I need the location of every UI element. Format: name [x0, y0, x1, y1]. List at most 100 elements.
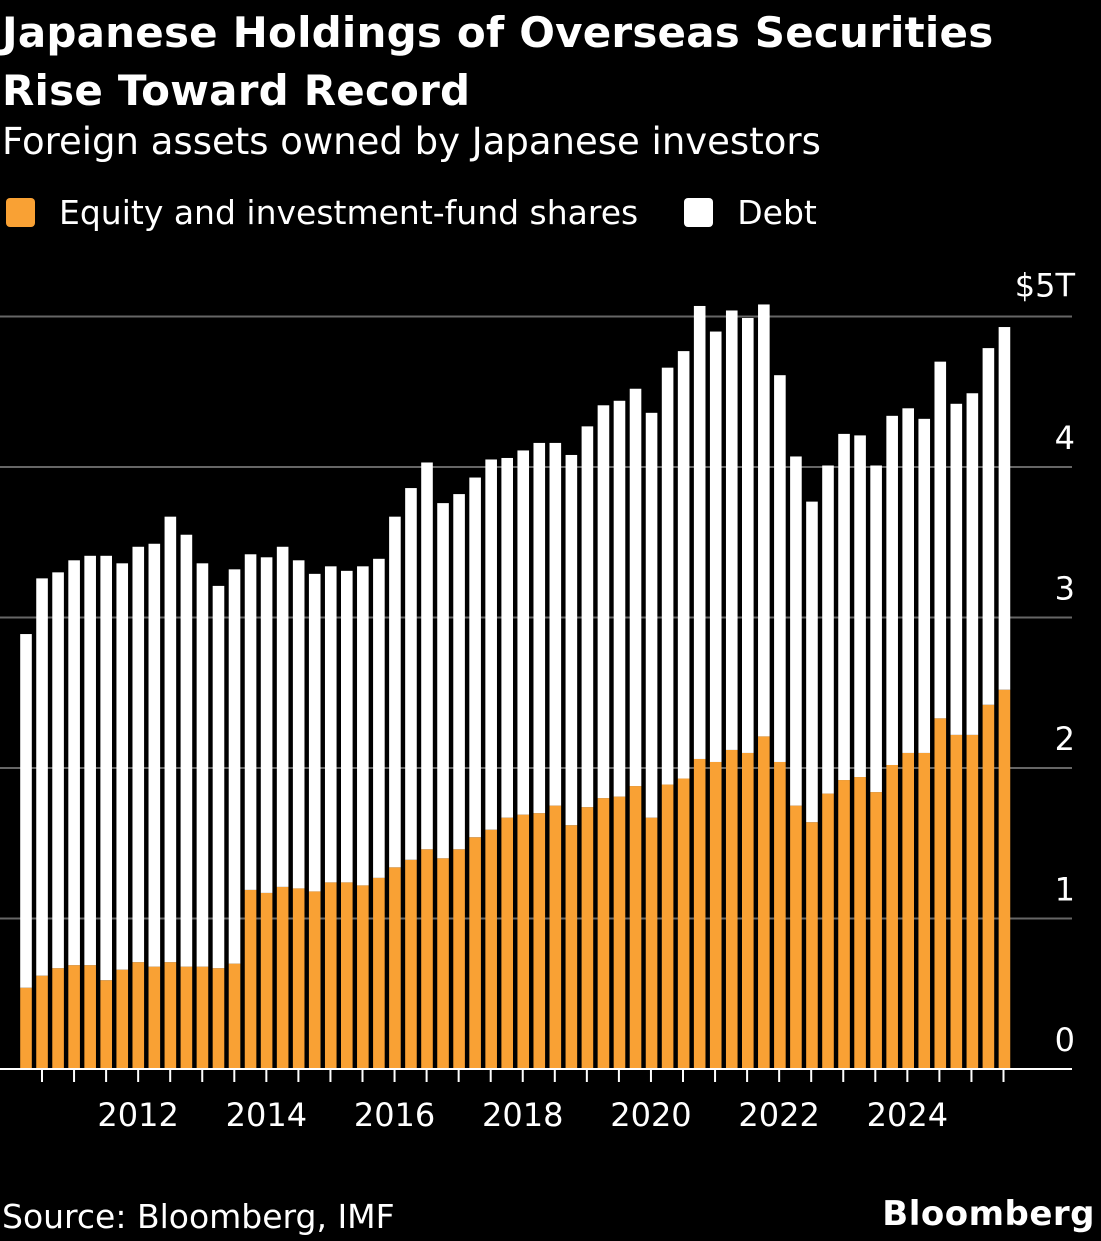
- bar-debt: [581, 426, 594, 808]
- bar-equity: [116, 969, 129, 1069]
- bar-debt: [982, 348, 995, 705]
- bar-debt: [228, 569, 241, 964]
- bar-debt: [212, 585, 225, 969]
- y-tick-label: 2: [1055, 720, 1075, 758]
- bar-debt: [20, 634, 32, 988]
- bar-debt: [742, 318, 754, 753]
- bar-debt: [565, 454, 578, 826]
- bar-equity: [260, 892, 273, 1069]
- bar-debt: [758, 304, 770, 737]
- bar-debt: [693, 305, 706, 759]
- bar-equity: [485, 829, 497, 1069]
- bar-equity: [822, 793, 834, 1069]
- bar-debt: [934, 361, 947, 719]
- bar-debt: [517, 450, 530, 815]
- bar-equity: [597, 798, 610, 1069]
- bar-debt: [68, 560, 80, 966]
- y-tick-label: $5T: [1015, 267, 1076, 305]
- source-note: Source: Bloomberg, IMF: [2, 1197, 395, 1236]
- legend: Equity and investment-fund shares Debt: [6, 190, 863, 234]
- bar-equity: [52, 968, 64, 1069]
- bar-debt: [629, 388, 642, 787]
- bar-debt: [276, 546, 289, 887]
- bar-equity: [806, 822, 818, 1069]
- bar-debt: [453, 494, 465, 850]
- bar-debt: [148, 543, 161, 967]
- bar-debt: [196, 563, 209, 967]
- bar-debt: [437, 503, 449, 859]
- bar-debt: [838, 433, 850, 781]
- bar-debt: [950, 403, 963, 735]
- bar-debt: [132, 546, 145, 963]
- bar-equity: [469, 837, 481, 1069]
- bar-equity: [902, 752, 914, 1069]
- bar-debt: [405, 488, 417, 860]
- bar-debt: [998, 327, 1011, 690]
- bar-debt: [116, 563, 129, 970]
- stacked-bar-chart: 0 1 2 3 4 $5T 2012 2014 2016 2018 2020 2022 2024: [0, 267, 1076, 1134]
- x-tick-label: 2024: [867, 1096, 948, 1134]
- bar-equity: [132, 962, 145, 1069]
- bar-equity: [645, 817, 658, 1069]
- bar-debt: [469, 477, 481, 838]
- bar-equity: [244, 889, 257, 1069]
- bar-debt: [180, 534, 193, 967]
- bar-debt: [677, 351, 690, 779]
- chart-subtitle: Foreign assets owned by Japanese investo…: [2, 120, 821, 163]
- bar-equity: [341, 882, 353, 1069]
- x-axis: 2012 2014 2016 2018 2020 2022 2024: [0, 1068, 1072, 1134]
- bar-equity: [758, 736, 770, 1069]
- bar-debt: [260, 557, 273, 893]
- bar-equity: [934, 718, 947, 1069]
- bar-equity: [533, 813, 546, 1069]
- bar-debt: [549, 442, 562, 806]
- bar-debt: [389, 516, 401, 868]
- legend-label-debt: Debt: [737, 192, 817, 232]
- bar-equity: [725, 749, 738, 1069]
- bar-equity: [918, 752, 931, 1069]
- bar-debt: [373, 558, 385, 878]
- bar-equity: [421, 849, 433, 1069]
- y-tick-label: 3: [1055, 570, 1075, 608]
- bar-equity: [68, 965, 80, 1069]
- bar-equity: [693, 758, 706, 1069]
- bar-debt: [421, 462, 433, 850]
- bar-equity: [517, 814, 530, 1069]
- bar-equity: [677, 778, 690, 1069]
- bar-debt: [918, 418, 931, 753]
- x-tick-label: 2012: [97, 1096, 178, 1134]
- bar-debt: [709, 331, 722, 762]
- bar-equity: [276, 886, 289, 1069]
- legend-item-equity: Equity and investment-fund shares: [6, 193, 638, 232]
- bar-debt: [100, 555, 112, 981]
- bar-debt: [52, 572, 64, 969]
- bar-debt: [501, 457, 513, 818]
- bar-equity: [308, 891, 321, 1069]
- bar-equity: [854, 777, 866, 1069]
- bar-equity: [84, 965, 96, 1069]
- legend-label-equity: Equity and investment-fund shares: [59, 192, 639, 232]
- legend-swatch-equity: [6, 197, 35, 227]
- bar-equity: [36, 975, 48, 1069]
- bar-debt: [774, 375, 786, 762]
- bar-equity: [501, 817, 513, 1069]
- bar-equity: [966, 734, 979, 1069]
- bar-debt: [164, 516, 177, 963]
- y-tick-label: 0: [1055, 1021, 1075, 1059]
- chart-title: Japanese Holdings of Overseas Securities…: [2, 8, 994, 115]
- bar-equity: [389, 867, 401, 1069]
- bar-debt: [854, 435, 866, 778]
- bar-equity: [982, 704, 995, 1069]
- bar-equity: [437, 858, 449, 1069]
- x-tick-label: 2022: [738, 1096, 819, 1134]
- x-tick-label: 2018: [482, 1096, 563, 1134]
- bar-equity: [453, 849, 465, 1069]
- bar-debt: [244, 554, 257, 890]
- bar-debt: [308, 573, 321, 892]
- bar-equity: [709, 761, 722, 1069]
- y-axis-tick-labels: 0 1 2 3 4 $5T: [1015, 267, 1076, 1060]
- bar-debt: [533, 442, 546, 814]
- bar-debt: [725, 310, 738, 750]
- bar-equity: [196, 966, 209, 1069]
- x-tick-label: 2014: [226, 1096, 307, 1134]
